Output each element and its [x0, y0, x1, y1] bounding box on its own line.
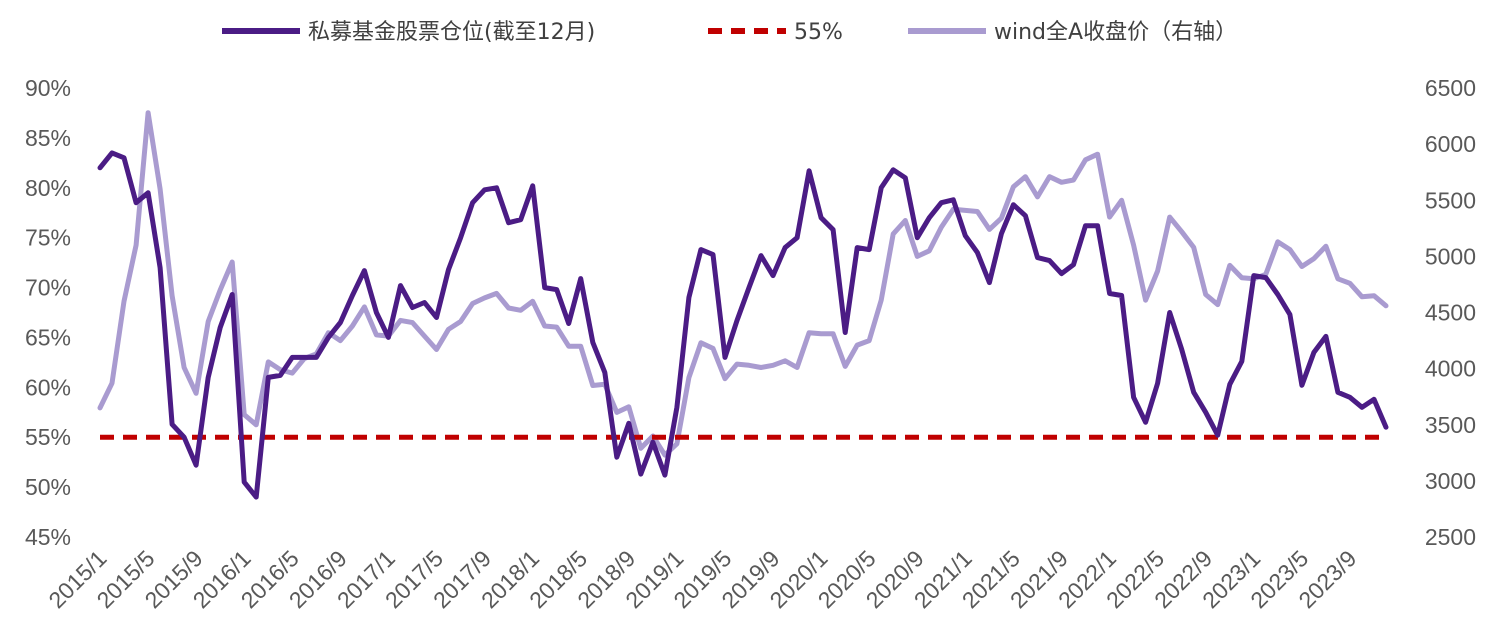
- right-tick-label: 6500: [1425, 75, 1476, 101]
- left-tick-label: 65%: [25, 324, 71, 350]
- right-tick-label: 6000: [1425, 131, 1476, 157]
- right-tick-label: 5000: [1425, 243, 1476, 269]
- right-tick-label: 4000: [1425, 356, 1476, 382]
- left-tick-label: 70%: [25, 275, 71, 301]
- left-tick-label: 60%: [25, 374, 71, 400]
- left-tick-label: 90%: [25, 75, 71, 101]
- right-tick-label: 2500: [1425, 524, 1476, 550]
- legend-label-0: 私募基金股票仓位(截至12月): [308, 20, 595, 45]
- right-axis: 2500 3000 3500 4000 4500 5000 5500 6000 6500: [1425, 75, 1476, 550]
- left-tick-label: 50%: [25, 474, 71, 500]
- right-tick-label: 5500: [1425, 187, 1476, 213]
- legend-label-2: wind全A收盘价（右轴）: [994, 20, 1237, 45]
- right-tick-label: 4500: [1425, 300, 1476, 326]
- right-tick-label: 3000: [1425, 468, 1476, 494]
- right-tick-label: 3500: [1425, 412, 1476, 438]
- left-tick-label: 55%: [25, 424, 71, 450]
- legend-label-1: 55%: [794, 20, 843, 45]
- left-tick-label: 75%: [25, 225, 71, 251]
- left-axis: 45% 50% 55% 60% 65% 70% 75% 80% 85% 90%: [25, 75, 71, 550]
- left-tick-label: 45%: [25, 524, 71, 550]
- plot-area: [97, 110, 1389, 500]
- left-tick-label: 80%: [25, 175, 71, 201]
- x-axis: 2015/12015/52015/92016/12016/52016/92017…: [43, 545, 1361, 613]
- series-line-0: [97, 150, 1389, 500]
- legend: 私募基金股票仓位(截至12月) 55% wind全A收盘价（右轴）: [222, 20, 1237, 45]
- left-tick-label: 85%: [25, 125, 71, 151]
- series-line-2: [97, 110, 1389, 458]
